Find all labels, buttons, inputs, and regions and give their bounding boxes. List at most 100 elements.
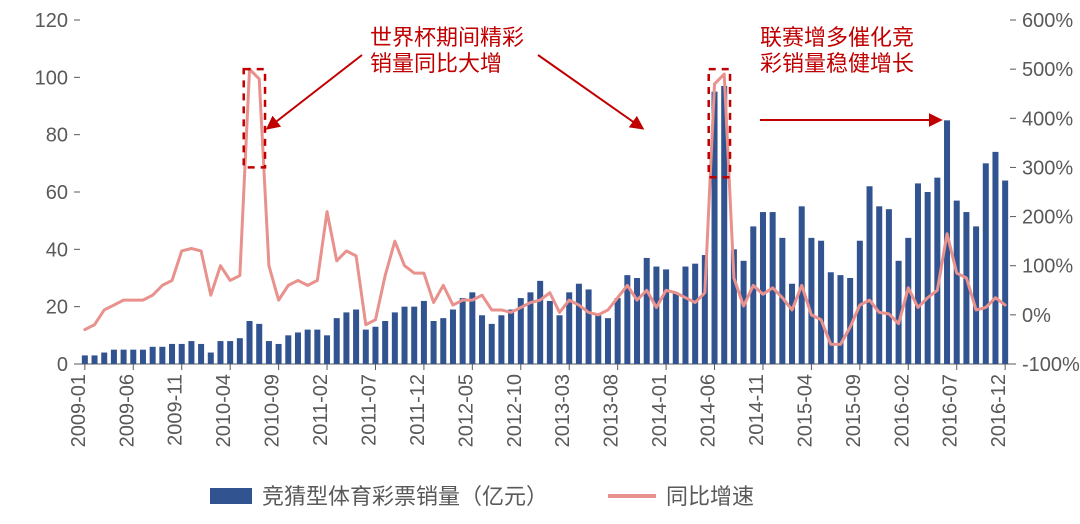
bar (498, 315, 504, 364)
bar (421, 301, 427, 364)
y-left-tick-label: 120 (35, 10, 68, 32)
anno-worldcup-text: 销量同比大增 (370, 51, 502, 76)
y-left-tick-label: 80 (46, 125, 68, 147)
bar (334, 318, 340, 364)
x-tick-label: 2016-07 (940, 374, 962, 447)
bar (818, 241, 824, 364)
bar (92, 355, 98, 364)
anno-worldcup-text: 世界杯期间精彩 (370, 25, 524, 50)
bar (237, 338, 243, 364)
bar (605, 318, 611, 364)
anno-league-text: 彩销量稳健增长 (760, 51, 914, 76)
legend-bar-label: 竞猜型体育彩票销量（亿元） (262, 484, 548, 509)
bar (537, 281, 543, 364)
bar (876, 206, 882, 364)
bar (121, 350, 127, 364)
bar (150, 347, 156, 364)
bar (973, 226, 979, 364)
bar (198, 344, 204, 364)
bar (169, 344, 175, 364)
bar (314, 330, 320, 364)
bar (130, 350, 136, 364)
y-left-tick-label: 100 (35, 67, 68, 89)
bar (266, 341, 272, 364)
y-left-tick-label: 60 (46, 182, 68, 204)
bar (372, 327, 378, 364)
chart-svg: 020406080100120-100%0%100%200%300%400%50… (0, 0, 1080, 524)
bar (402, 307, 408, 364)
bar (760, 212, 766, 364)
x-tick-label: 2016-12 (988, 374, 1010, 447)
bar (179, 344, 185, 364)
bar (615, 298, 621, 364)
x-tick-label: 2016-02 (891, 374, 913, 447)
bar (188, 341, 194, 364)
bar (992, 152, 998, 364)
bar (392, 312, 398, 364)
x-tick-label: 2013-08 (601, 374, 623, 447)
y-left-tick-label: 0 (57, 354, 68, 376)
legend-line-label: 同比增速 (666, 484, 754, 509)
x-tick-label: 2010-04 (213, 374, 235, 447)
x-tick-label: 2010-09 (262, 374, 284, 447)
y-right-tick-label: 200% (1022, 207, 1073, 229)
bar (750, 226, 756, 364)
y-right-tick-label: 600% (1022, 10, 1073, 32)
bar (644, 258, 650, 364)
bar (440, 318, 446, 364)
bar (886, 209, 892, 364)
chart-container: 020406080100120-100%0%100%200%300%400%50… (0, 0, 1080, 524)
bar (673, 292, 679, 364)
legend-bar-swatch (210, 488, 252, 504)
bar (576, 284, 582, 364)
x-tick-label: 2015-04 (794, 374, 816, 447)
bar (111, 350, 117, 364)
y-right-tick-label: 500% (1022, 59, 1073, 81)
bar (411, 307, 417, 364)
bar (363, 330, 369, 364)
bar (382, 321, 388, 364)
bar (450, 310, 456, 364)
bar (305, 330, 311, 364)
bar (547, 301, 553, 364)
bar (653, 267, 659, 364)
bar (159, 347, 165, 364)
x-tick-label: 2009-06 (116, 374, 138, 447)
y-right-tick-label: 100% (1022, 256, 1073, 278)
bar (460, 298, 466, 364)
bar (353, 310, 359, 364)
bar (479, 315, 485, 364)
bar (208, 353, 214, 364)
bar (295, 332, 301, 364)
bar (140, 350, 146, 364)
bar (741, 261, 747, 364)
y-right-tick-label: 0% (1022, 305, 1051, 327)
bar (867, 186, 873, 364)
y-right-tick-label: -100% (1022, 354, 1080, 376)
y-left-tick-label: 20 (46, 297, 68, 319)
bar (324, 335, 330, 364)
bar (925, 192, 931, 364)
bar (915, 183, 921, 364)
x-tick-label: 2009-11 (165, 374, 187, 446)
x-tick-label: 2012-05 (455, 374, 477, 447)
bar (256, 324, 262, 364)
bar (682, 267, 688, 364)
anno-league-text: 联赛增多催化竞 (760, 25, 914, 50)
bar (82, 355, 88, 364)
x-tick-label: 2011-02 (310, 374, 332, 446)
bar (101, 353, 107, 364)
x-tick-label: 2014-11 (746, 374, 768, 446)
bar (954, 201, 960, 364)
y-right-tick-label: 300% (1022, 157, 1073, 179)
x-tick-label: 2015-09 (843, 374, 865, 447)
bar (663, 269, 669, 364)
x-tick-label: 2009-01 (68, 374, 90, 447)
y-left-tick-label: 40 (46, 239, 68, 261)
bar (247, 321, 253, 364)
bar (837, 275, 843, 364)
bar (431, 321, 437, 364)
bar (808, 238, 814, 364)
bar (983, 163, 989, 364)
x-tick-label: 2014-01 (649, 374, 671, 447)
